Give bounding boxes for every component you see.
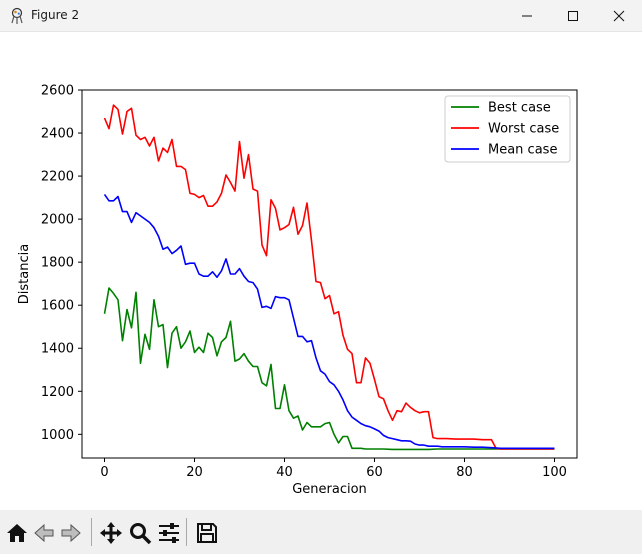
close-button[interactable] (596, 0, 642, 32)
y-tick-label: 1000 (41, 428, 74, 443)
x-axis-ticks: 0 20 40 60 80 100 (100, 458, 567, 480)
configure-subplots-button[interactable] (156, 520, 182, 546)
window-titlebar: Figure 2 (0, 0, 642, 32)
toolbar-separator (186, 518, 187, 546)
x-tick-label: 100 (542, 465, 567, 480)
series-line-best-case (103, 287, 555, 451)
x-axis-label: Generacion (292, 482, 367, 497)
x-tick-label: 0 (100, 465, 108, 480)
y-tick-label: 2400 (41, 127, 74, 142)
save-button[interactable] (194, 520, 220, 546)
y-tick-label: 1200 (41, 385, 74, 400)
line-chart: 0 20 40 60 80 100 1000 1200 1400 1600 1800 2000 220… (17, 84, 578, 497)
home-button[interactable] (4, 520, 30, 546)
minimize-icon (522, 15, 532, 17)
y-tick-label: 1400 (41, 342, 74, 357)
close-icon (613, 10, 625, 22)
y-tick-label: 1800 (41, 256, 74, 271)
toolbar-separator (91, 518, 92, 546)
configure-subplots-icon (159, 523, 179, 543)
x-tick-label: 20 (186, 465, 203, 480)
legend: Best case Worst case Mean case (444, 95, 571, 163)
y-tick-label: 1600 (41, 299, 74, 314)
y-tick-label: 2600 (41, 84, 74, 99)
back-button[interactable] (31, 520, 57, 546)
figure-app-icon (9, 7, 25, 25)
series-layer (103, 104, 555, 451)
axes-frame (81, 89, 578, 459)
figure-canvas[interactable]: 0 20 40 60 80 100 1000 1200 1400 1600 1800 2000 220… (0, 32, 642, 510)
x-tick-label: 60 (366, 465, 383, 480)
legend-entry-label: Best case (488, 101, 551, 116)
maximize-icon (568, 11, 578, 21)
y-tick-label: 2000 (41, 213, 74, 228)
series-line-worst-case (103, 104, 555, 450)
x-tick-label: 80 (456, 465, 473, 480)
navigation-toolbar (0, 510, 642, 554)
series-line-mean-case (103, 193, 555, 450)
window-title: Figure 2 (31, 8, 80, 22)
forward-button[interactable] (58, 520, 84, 546)
back-arrow-icon (34, 523, 54, 543)
y-axis-label: Distancia (17, 244, 32, 304)
legend-entry-label: Mean case (488, 143, 557, 158)
save-disk-icon (197, 523, 217, 543)
pan-button[interactable] (98, 520, 124, 546)
pan-move-icon (100, 522, 122, 544)
y-tick-label: 2200 (41, 170, 74, 185)
home-icon (7, 524, 27, 542)
maximize-button[interactable] (550, 0, 596, 32)
legend-entry-label: Worst case (488, 122, 559, 137)
zoom-magnifier-icon (130, 523, 152, 545)
y-axis-ticks: 1000 1200 1400 1600 1800 2000 2200 2400 2600 (41, 84, 82, 443)
legend-box (444, 95, 571, 163)
minimize-button[interactable] (504, 0, 550, 32)
zoom-button[interactable] (127, 520, 153, 546)
x-tick-label: 40 (276, 465, 293, 480)
forward-arrow-icon (61, 523, 81, 543)
